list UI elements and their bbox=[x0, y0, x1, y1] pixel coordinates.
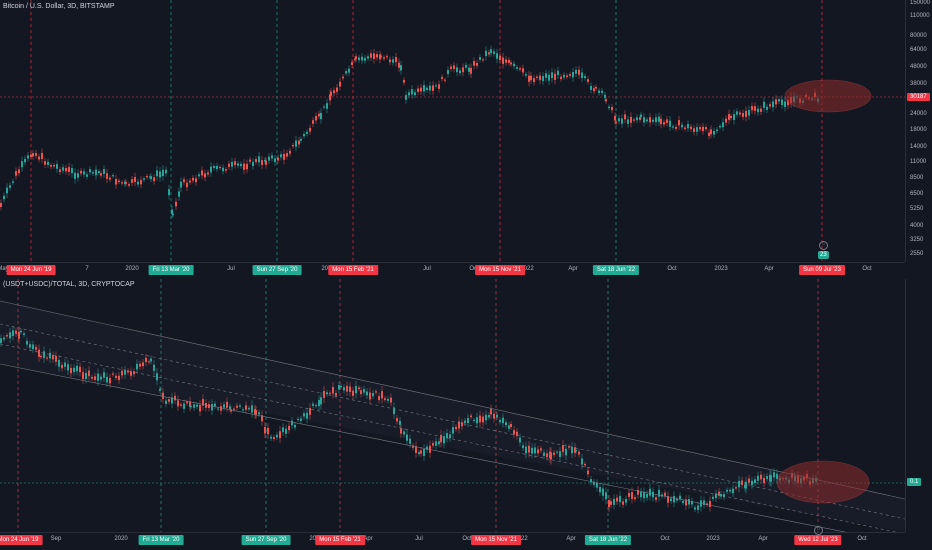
time-tick-label: 2022 bbox=[520, 266, 534, 272]
time-tick-label: Oct bbox=[660, 536, 670, 542]
time-tick-label: Oct bbox=[667, 266, 677, 272]
price-tick-label: 80000 bbox=[910, 33, 927, 39]
price-tick-label: 110000 bbox=[910, 13, 930, 19]
flag-icon[interactable]: ⚐ bbox=[819, 241, 828, 250]
date-marker[interactable]: Mon 15 Nov '21 bbox=[475, 265, 525, 275]
time-tick-label: Oct bbox=[469, 266, 479, 272]
date-marker[interactable]: Fri 13 Mar '20 bbox=[148, 265, 194, 275]
stablecoin-candles[interactable] bbox=[0, 279, 905, 532]
time-tick-label: Jul bbox=[415, 536, 423, 542]
price-tick-label: 11000 bbox=[910, 159, 927, 165]
price-tick-label: 150000 bbox=[910, 0, 931, 6]
time-tick-label: Jul bbox=[227, 266, 235, 272]
time-tick-label: Apr bbox=[363, 536, 373, 542]
time-tick-label: May bbox=[0, 266, 9, 272]
price-tick-label: 14000 bbox=[910, 144, 927, 150]
btc-time-axis[interactable]: May 7 2020 Jul 2021 Jul Oct 2022 Apr Oct 2023 Apr Oc… bbox=[0, 262, 905, 280]
candle-series bbox=[0, 45, 819, 218]
price-tick-label: 3250 bbox=[910, 237, 924, 243]
btc-chart-title: Bitcoin / U.S. Dollar, 3D, BITSTAMP bbox=[3, 3, 115, 10]
price-tick-label: 2550 bbox=[910, 251, 924, 257]
price-tick-label: 4000 bbox=[910, 223, 924, 229]
date-marker[interactable]: Sun 27 Sep '20 bbox=[252, 265, 302, 275]
stablecoin-dominance-pane[interactable]: (USDT+USDC)/TOTAL, 3D, CRYPTOCAP bbox=[0, 279, 905, 532]
time-tick-label: Apr bbox=[758, 536, 768, 542]
time-tick-label: Apr bbox=[568, 266, 578, 272]
price-tick-label: 38000 bbox=[910, 81, 927, 87]
btc-price-axis[interactable]: 1500001100008000064000480003800030000240… bbox=[905, 0, 932, 262]
date-marker[interactable]: Sun 09 Jul '23 bbox=[799, 265, 845, 275]
time-tick-label: 2021 bbox=[321, 266, 334, 272]
time-tick-label: Apr bbox=[764, 266, 774, 272]
time-tick-label: 2020 bbox=[114, 536, 128, 542]
price-tick-label: 6500 bbox=[910, 191, 924, 197]
date-marker[interactable]: Mon 15 Feb '21 bbox=[328, 265, 378, 275]
date-marker[interactable]: Mon 15 Feb '21 bbox=[315, 535, 365, 545]
price-tick-label: 64000 bbox=[910, 47, 927, 53]
time-tick-label: Sep bbox=[50, 536, 62, 542]
channel-line bbox=[0, 300, 905, 500]
time-tick-label: 2023 bbox=[706, 536, 720, 542]
event-count-badge[interactable]: 23 bbox=[818, 251, 829, 259]
price-tick-label: 24000 bbox=[910, 111, 927, 117]
stablecoin-value-axis[interactable]: 0.1 bbox=[905, 279, 932, 532]
date-marker[interactable]: Mon 24 Jun '19 bbox=[6, 265, 56, 275]
btc-candles[interactable] bbox=[0, 0, 905, 262]
btc-current-price: 30187 bbox=[907, 93, 930, 101]
channel-line bbox=[0, 363, 847, 532]
price-tick-label: 8500 bbox=[910, 175, 924, 181]
date-marker[interactable]: Wed 12 Jul '23 bbox=[794, 535, 842, 545]
time-tick-label: 2022 bbox=[514, 536, 528, 542]
time-tick-label: 2020 bbox=[125, 266, 139, 272]
btc-chart-pane[interactable]: Bitcoin / U.S. Dollar, 3D, BITSTAMP bbox=[0, 0, 905, 262]
time-tick-label: Oct bbox=[857, 536, 867, 542]
time-tick-label: Oct bbox=[462, 536, 472, 542]
stablecoin-time-axis[interactable]: Sep20202021AprJulOct2022AprOct2023AprOct… bbox=[0, 532, 905, 550]
time-tick-label: 2023 bbox=[714, 266, 728, 272]
channel-line bbox=[0, 343, 897, 532]
highlight-ellipse bbox=[784, 79, 872, 113]
date-marker[interactable]: Sat 18 Jun '22 bbox=[584, 535, 632, 545]
time-tick-label: Apr bbox=[566, 536, 576, 542]
stablecoin-chart-title: (USDT+USDC)/TOTAL, 3D, CRYPTOCAP bbox=[3, 281, 135, 288]
highlight-ellipse bbox=[776, 460, 870, 504]
date-marker[interactable]: Sat 18 Jun '22 bbox=[592, 265, 640, 275]
date-marker[interactable]: Mon 15 Nov '21 bbox=[471, 535, 521, 545]
channel-line bbox=[0, 323, 905, 520]
flag-icon[interactable]: ⚐ bbox=[814, 526, 823, 535]
price-tick-label: 18000 bbox=[910, 127, 927, 133]
date-marker[interactable]: Mon 24 Jun '19 bbox=[0, 535, 43, 545]
time-tick-label: 7 bbox=[85, 266, 89, 272]
price-tick-label: 5250 bbox=[910, 206, 924, 212]
time-tick-label: Jul bbox=[423, 266, 431, 272]
date-marker[interactable]: Fri 13 Mar '20 bbox=[138, 535, 184, 545]
date-marker[interactable]: Sun 27 Sep '20 bbox=[241, 535, 291, 545]
stablecoin-current-value: 0.1 bbox=[907, 478, 922, 486]
price-tick-label: 48000 bbox=[910, 64, 927, 70]
time-tick-label: Oct bbox=[862, 266, 872, 272]
